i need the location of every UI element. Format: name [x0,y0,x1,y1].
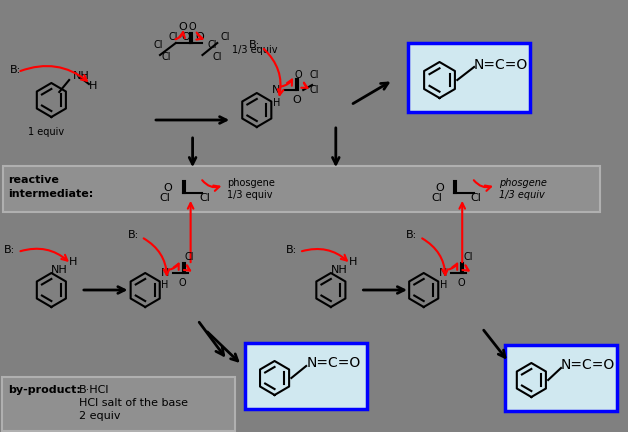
Text: B·HCl: B·HCl [79,385,109,395]
Text: N=C=O: N=C=O [474,58,528,72]
Text: NH: NH [73,71,90,81]
Text: H: H [89,81,97,91]
FancyBboxPatch shape [3,166,600,212]
Text: HCl salt of the base: HCl salt of the base [79,398,188,408]
Text: Cl: Cl [212,52,222,62]
Text: O: O [179,278,187,288]
Text: Cl: Cl [470,193,482,203]
Text: Cl: Cl [168,32,178,42]
Text: phosgene: phosgene [499,178,546,188]
Text: O: O [295,70,302,80]
FancyBboxPatch shape [408,43,531,112]
Text: reactive: reactive [8,175,59,185]
Text: Cl: Cl [431,193,442,203]
Text: N: N [273,85,281,95]
Text: O: O [189,22,197,32]
Text: H: H [349,257,357,267]
Text: N=C=O: N=C=O [561,358,615,372]
Text: by-product:: by-product: [8,385,81,395]
Text: Cl: Cl [463,252,473,262]
Text: O: O [163,183,172,193]
Text: O: O [181,32,190,42]
Text: 1/3 equiv: 1/3 equiv [227,190,273,200]
Text: B:: B: [127,230,139,240]
Text: phosgene: phosgene [227,178,275,188]
FancyBboxPatch shape [245,343,367,409]
Text: Cl: Cl [220,32,230,42]
Text: O: O [435,183,444,193]
Text: 1 equiv: 1 equiv [28,127,65,137]
FancyBboxPatch shape [2,377,235,431]
Text: H: H [69,257,77,267]
Text: O: O [292,95,301,105]
Text: Cl: Cl [310,85,319,95]
Text: NH: NH [51,265,68,275]
Text: Cl: Cl [160,193,170,203]
Text: Cl: Cl [185,252,195,262]
Text: 2 equiv: 2 equiv [79,411,121,421]
Text: B:: B: [4,245,16,255]
FancyBboxPatch shape [505,345,617,411]
Text: Cl: Cl [199,193,210,203]
Text: B:: B: [249,40,261,50]
Text: O: O [195,32,204,42]
Text: N: N [161,268,169,278]
Text: N: N [439,268,448,278]
Text: B:: B: [286,245,297,255]
Text: B:: B: [10,65,21,75]
Text: 1/3 equiv: 1/3 equiv [232,45,278,55]
Text: O: O [457,278,465,288]
Text: Cl: Cl [153,40,163,50]
Text: H: H [273,98,280,108]
Text: Cl: Cl [310,70,319,80]
Text: H: H [440,280,447,290]
Text: B:: B: [406,230,418,240]
Text: H: H [161,280,169,290]
Text: 1/3 equiv: 1/3 equiv [499,190,544,200]
Text: O: O [178,22,187,32]
Text: N=C=O: N=C=O [306,356,360,370]
Text: intermediate:: intermediate: [8,189,93,199]
Text: NH: NH [330,265,347,275]
Text: Cl: Cl [208,40,217,50]
Text: Cl: Cl [161,52,171,62]
